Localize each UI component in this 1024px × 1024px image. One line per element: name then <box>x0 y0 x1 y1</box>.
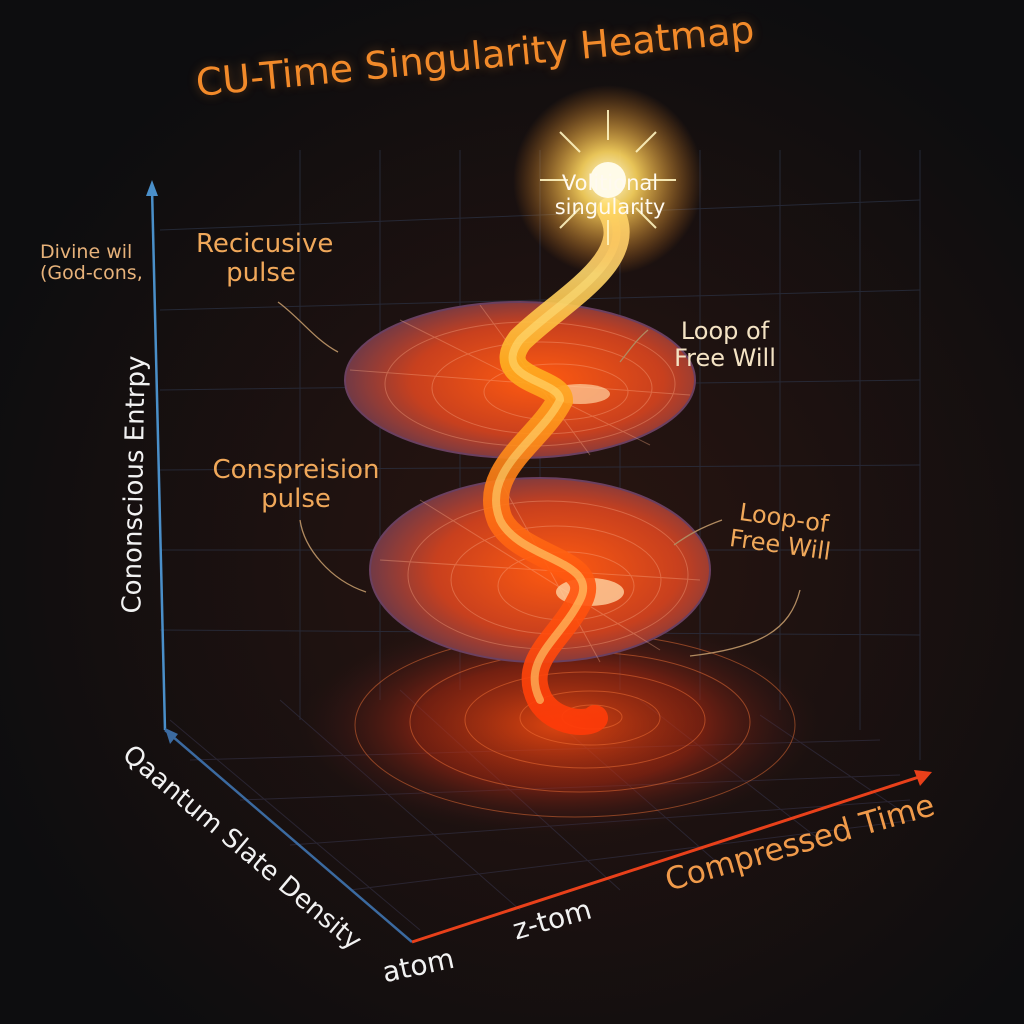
lower-coil <box>369 477 711 663</box>
loop-upper-line-1: Loop of <box>680 317 770 345</box>
annotation-recursive-pulse: Recicusive pulse <box>196 229 334 289</box>
volitional-line-2: singularity <box>554 194 666 219</box>
recursive-line-1: Recicusive <box>196 229 334 259</box>
compression-line-2: pulse <box>261 484 331 515</box>
time-axis-line <box>411 770 932 944</box>
leader-lines <box>277 301 801 657</box>
divine-line-1: Divine wil <box>40 241 133 263</box>
annotation-volitional-singularity: Volitional singularity <box>548 171 672 219</box>
recursive-line-2: pulse <box>226 258 296 289</box>
depth-axis-line <box>164 728 413 943</box>
vertical-axis-line <box>146 180 167 731</box>
singularity-glow <box>513 85 703 275</box>
volitional-line-1: Volitional <box>561 171 659 195</box>
vertical-axis-label: Cononscious Entrpy <box>117 355 152 614</box>
loop-upper-line-2: Free Will <box>674 343 776 372</box>
annotation-compression-pulse: Conspreision pulse <box>206 455 386 515</box>
annotation-divine-will: Divine wil (God-cons, <box>40 241 143 285</box>
compression-line-1: Conspreision <box>212 455 380 485</box>
annotation-loop-free-will-upper: Loop of Free Will <box>660 318 790 372</box>
divine-line-2: (God-cons, <box>40 262 143 285</box>
